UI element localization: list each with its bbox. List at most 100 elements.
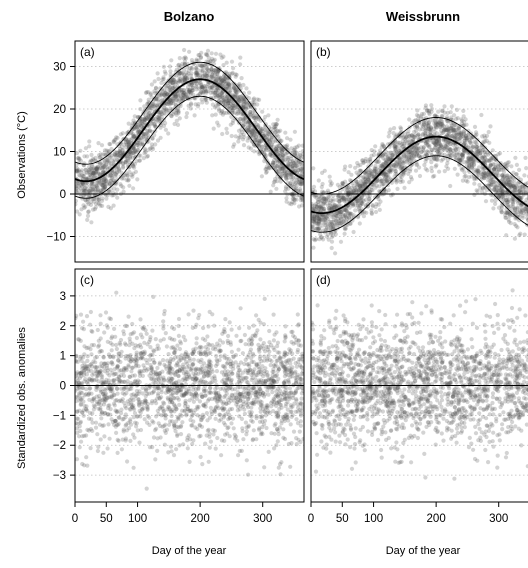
scatter-point xyxy=(451,142,456,148)
scatter-point xyxy=(376,152,381,158)
scatter-point xyxy=(235,95,240,100)
scatter-point xyxy=(189,82,194,87)
scatter-point xyxy=(324,225,329,230)
scatter-point xyxy=(255,102,260,107)
scatter-point xyxy=(313,221,318,226)
scatter-point xyxy=(439,121,445,126)
scatter-point xyxy=(146,97,151,102)
scatter-point xyxy=(186,352,191,357)
scatter-point xyxy=(298,198,303,203)
scatter-point xyxy=(421,147,426,152)
scatter-point xyxy=(431,140,437,145)
scatter-point xyxy=(152,123,157,128)
scatter-point xyxy=(492,184,497,189)
scatter-point xyxy=(465,160,470,165)
scatter-point xyxy=(376,202,381,207)
scatter-point xyxy=(272,125,277,130)
scatter-point xyxy=(264,170,269,175)
scatter-point xyxy=(101,165,106,170)
scatter-point xyxy=(490,154,495,159)
scatter-point xyxy=(300,149,304,154)
scatter-point xyxy=(240,124,245,129)
scatter-point xyxy=(203,84,208,89)
scatter-point xyxy=(422,122,427,127)
scatter-point xyxy=(385,178,390,184)
scatter-point xyxy=(212,428,217,433)
scatter-point xyxy=(364,179,369,184)
scatter-point xyxy=(437,140,442,145)
scatter-point xyxy=(358,196,363,201)
scatter-point xyxy=(251,400,256,405)
scatter-point xyxy=(98,406,103,411)
scatter-point xyxy=(458,132,464,137)
scatter-point xyxy=(485,158,490,163)
scatter-point xyxy=(90,188,95,193)
scatter-point xyxy=(509,183,514,188)
scatter-point xyxy=(196,53,201,58)
scatter-point xyxy=(367,193,372,198)
scatter-point xyxy=(363,177,368,183)
scatter-point xyxy=(447,129,452,134)
scatter-point xyxy=(429,160,434,165)
scatter-point xyxy=(347,215,352,220)
scatter-point xyxy=(94,184,99,189)
scatter-point xyxy=(184,111,190,116)
scatter-point xyxy=(250,139,255,144)
scatter-point xyxy=(183,391,188,396)
scatter-point xyxy=(519,184,524,189)
scatter-point xyxy=(240,117,246,122)
y-tick-label: 10 xyxy=(53,147,66,159)
scatter-point xyxy=(445,157,450,163)
scatter-point xyxy=(416,132,421,137)
scatter-point xyxy=(426,108,431,113)
scatter-point xyxy=(137,122,142,127)
scatter-point xyxy=(447,147,453,152)
scatter-point xyxy=(140,138,145,143)
scatter-point xyxy=(495,171,500,176)
scatter-point xyxy=(127,139,132,145)
scatter-point xyxy=(466,175,471,180)
scatter-point xyxy=(200,68,205,73)
scatter-point xyxy=(445,145,450,150)
scatter-point xyxy=(373,163,378,169)
scatter-point xyxy=(229,99,235,104)
scatter-point xyxy=(193,376,199,381)
scatter-point xyxy=(77,181,82,186)
scatter-point xyxy=(99,373,104,378)
scatter-point xyxy=(231,101,236,106)
scatter-point xyxy=(445,143,450,148)
scatter-point xyxy=(489,182,494,187)
scatter-point xyxy=(352,187,357,192)
scatter-point xyxy=(293,175,298,180)
scatter-point xyxy=(99,182,104,187)
mean-seasonal-curve xyxy=(75,78,304,183)
scatter-point xyxy=(454,127,459,132)
scatter-point xyxy=(272,354,277,359)
scatter-point xyxy=(246,386,251,391)
scatter-point xyxy=(479,172,484,177)
scatter-point xyxy=(418,114,424,119)
scatter-point xyxy=(522,173,527,178)
scatter-point xyxy=(399,130,404,135)
scatter-point xyxy=(470,159,476,164)
scatter-point xyxy=(203,393,208,398)
scatter-point xyxy=(283,359,289,364)
scatter-point xyxy=(75,198,78,204)
scatter-point xyxy=(367,173,372,178)
scatter-point xyxy=(382,175,387,180)
scatter-point xyxy=(453,128,458,133)
scatter-point xyxy=(270,153,275,158)
scatter-point xyxy=(150,145,155,150)
scatter-point xyxy=(93,205,98,210)
scatter-point xyxy=(299,196,304,201)
scatter-point xyxy=(219,55,224,60)
scatter-point xyxy=(425,143,431,148)
scatter-point xyxy=(515,209,520,215)
scatter-point xyxy=(170,107,175,112)
scatter-point xyxy=(175,97,180,102)
scatter-point xyxy=(372,168,377,173)
scatter-point xyxy=(142,131,147,136)
scatter-point xyxy=(299,166,304,171)
scatter-point xyxy=(83,204,88,209)
